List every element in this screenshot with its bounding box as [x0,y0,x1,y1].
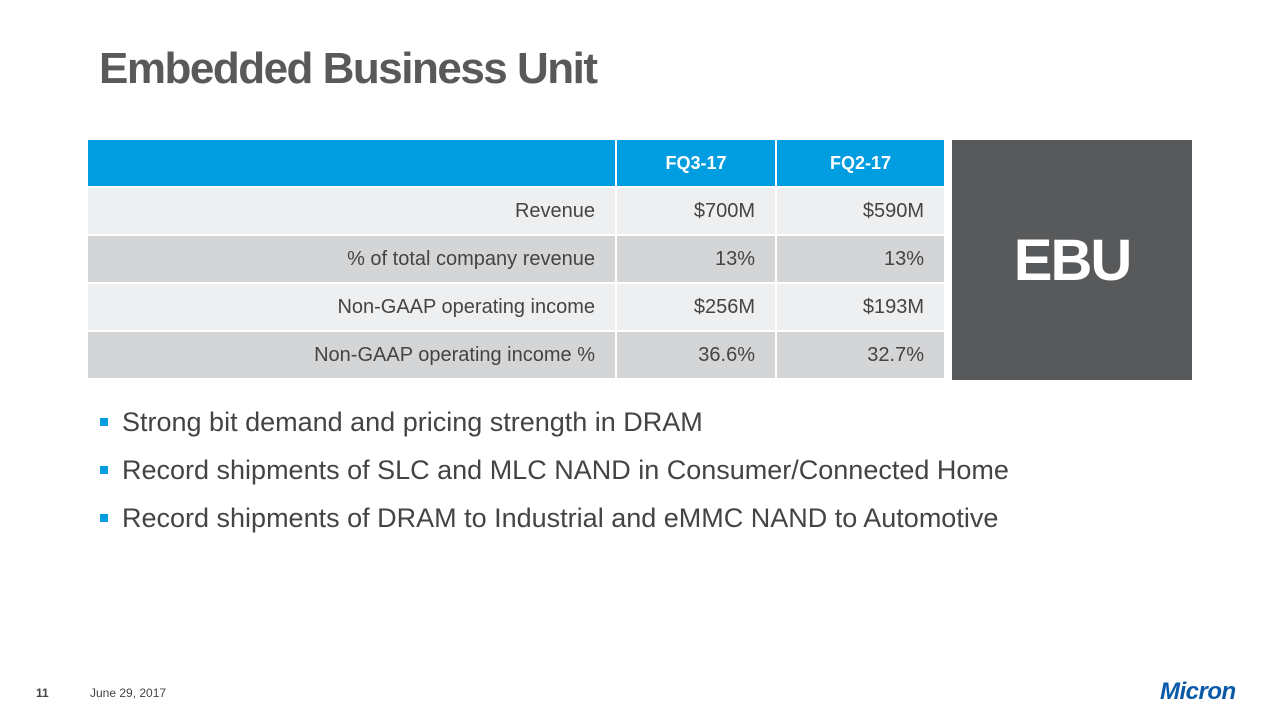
cell-fq2: 13% [776,235,944,284]
list-item: Record shipments of DRAM to Industrial a… [100,494,1220,542]
table-row: Non-GAAP operating income % 36.6% 32.7% [88,331,944,380]
micron-logo: Micron [1160,678,1236,705]
bullet-square-icon [100,466,108,474]
slide-title: Embedded Business Unit [99,44,598,93]
list-item: Record shipments of SLC and MLC NAND in … [100,446,1220,494]
table-row: Revenue $700M $590M [88,187,944,236]
header-fq3: FQ3-17 [616,140,777,188]
list-item: Strong bit demand and pricing strength i… [100,398,1220,446]
metrics-table: FQ3-17 FQ2-17 Revenue $700M $590M % of t… [88,140,944,380]
bullet-text: Record shipments of SLC and MLC NAND in … [122,455,1009,485]
row-label: Non-GAAP operating income % [88,331,617,380]
cell-fq2: $590M [776,187,944,236]
table-row: % of total company revenue 13% 13% [88,235,944,284]
cell-fq3: 13% [616,235,777,284]
cell-fq3: $256M [616,283,777,332]
bullet-text: Record shipments of DRAM to Industrial a… [122,503,999,533]
cell-fq2: 32.7% [776,331,944,380]
bullet-list: Strong bit demand and pricing strength i… [100,398,1220,542]
cell-fq3: $700M [616,187,777,236]
row-label: Non-GAAP operating income [88,283,617,332]
cell-fq2: $193M [776,283,944,332]
footer-date: June 29, 2017 [90,686,167,700]
bullet-square-icon [100,514,108,522]
row-label: % of total company revenue [88,235,617,284]
bullet-text: Strong bit demand and pricing strength i… [122,407,703,437]
table-header-row: FQ3-17 FQ2-17 [88,140,944,188]
bullet-square-icon [100,418,108,426]
row-label: Revenue [88,187,617,236]
header-fq2: FQ2-17 [776,140,944,188]
header-label-col [88,140,617,188]
ebu-badge-label: EBU [1013,227,1132,293]
cell-fq3: 36.6% [616,331,777,380]
ebu-badge: EBU [952,140,1192,380]
table-row: Non-GAAP operating income $256M $193M [88,283,944,332]
page-number: 11 [36,686,49,700]
